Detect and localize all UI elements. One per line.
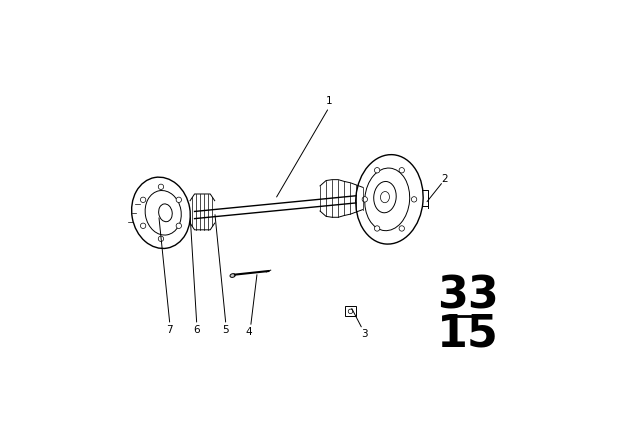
Text: 4: 4 — [246, 327, 253, 337]
Circle shape — [348, 309, 353, 314]
Text: 5: 5 — [223, 325, 229, 335]
Text: 33: 33 — [437, 274, 499, 317]
Ellipse shape — [159, 204, 172, 222]
Circle shape — [374, 226, 380, 231]
Text: 6: 6 — [193, 325, 200, 335]
Circle shape — [176, 223, 182, 228]
Circle shape — [412, 197, 417, 202]
Circle shape — [158, 184, 164, 190]
Ellipse shape — [380, 192, 390, 202]
Circle shape — [362, 197, 367, 202]
Text: 15: 15 — [437, 312, 499, 355]
Text: 1: 1 — [326, 96, 332, 106]
Text: 7: 7 — [166, 325, 173, 335]
Circle shape — [399, 226, 404, 231]
Text: 3: 3 — [362, 329, 368, 339]
Circle shape — [140, 197, 146, 202]
Circle shape — [399, 168, 404, 173]
Circle shape — [158, 236, 164, 241]
Circle shape — [140, 223, 146, 228]
Circle shape — [176, 197, 182, 202]
Circle shape — [374, 168, 380, 173]
Ellipse shape — [230, 274, 236, 277]
FancyBboxPatch shape — [344, 306, 356, 316]
Text: 2: 2 — [441, 174, 448, 184]
